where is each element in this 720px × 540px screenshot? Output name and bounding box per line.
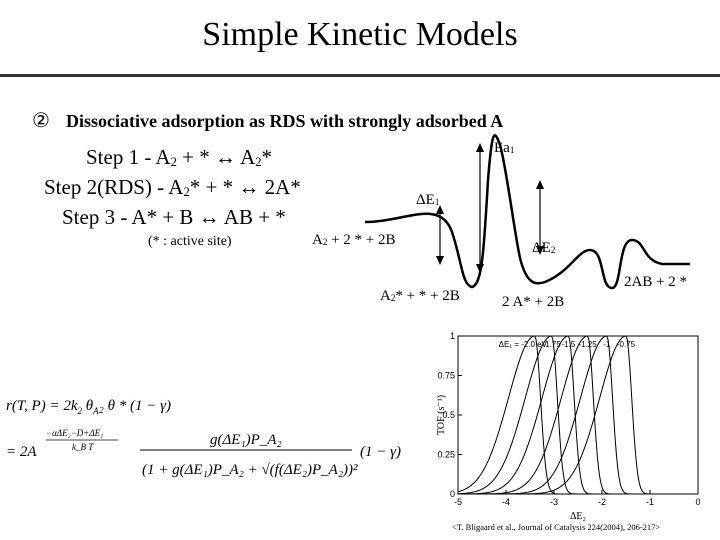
citation: <T. Bligaard et al., Journal of Catalysi…: [452, 522, 661, 532]
series-annotation: -1.75: [542, 340, 561, 349]
energy-curve: [364, 134, 690, 290]
energy-profile-diagram: [364, 134, 690, 290]
de2-arrow-head-bottom: [536, 246, 544, 255]
rate-equation: r(T, P) = 2k2 θA₂ θ * (1 − γ) = 2A −αΔE₂…: [6, 398, 401, 478]
tof-series-2: [458, 335, 698, 495]
delta-e1-label: ΔE1: [416, 192, 440, 208]
rate-eq-factor: (1 − γ): [360, 444, 401, 460]
x-tick-label: -5: [454, 497, 462, 507]
step-2-rds: Step 2(RDS) - A2* + * ↔ 2A*: [44, 175, 301, 199]
tof-series-3: [458, 335, 698, 495]
tof-chart: -5 -4 -3 -2 -1 000.250.50.751 ΔE₁ = -2.0 eV-1…: [436, 331, 701, 522]
delta-e2-label: ΔE2: [532, 240, 556, 256]
series-annotation: -1.25: [578, 340, 597, 349]
ea-arrow-head-top: [476, 143, 484, 152]
fraction-denominator: (1 + g(ΔE₁)P_A₂ + √(f(ΔE₂)P_A₂))²: [142, 462, 358, 478]
rate-eq-line2: = 2A: [6, 444, 37, 460]
section-subtitle: Dissociative adsorption as RDS with stro…: [66, 111, 504, 131]
step-3: Step 3 - A* + B ↔ AB + *: [62, 205, 286, 229]
de1-arrow-head-top: [436, 205, 444, 214]
state-initial-label: A2 + 2 * + 2B: [312, 232, 396, 248]
page-title: Simple Kinetic Models: [202, 16, 518, 53]
rate-eq-line1: r(T, P) = 2k2 θA₂ θ * (1 − γ): [6, 398, 171, 416]
ea-label: Ea1: [494, 140, 515, 156]
section-number: ②: [32, 110, 50, 132]
de1-arrow-head-bottom: [436, 256, 444, 265]
step-1: Step 1 - A2 + * ↔ A2*: [86, 145, 273, 169]
tof-series-6: [458, 335, 698, 495]
tof-series-4: [458, 335, 698, 495]
state-final-label: 2AB + 2 *: [624, 274, 688, 290]
y-axis-label: TOF (s⁻¹): [436, 395, 447, 435]
y-tick-label: 0: [450, 489, 455, 499]
series-annotation: -1: [603, 340, 611, 349]
de2-arrow-head-top: [536, 180, 544, 189]
y-tick-label: 0.75: [437, 371, 455, 381]
y-tick-label: 1: [450, 331, 455, 341]
x-tick-label: -1: [646, 497, 654, 507]
x-axis-label: ΔE₂: [570, 511, 586, 522]
series-annotation: ΔE₁ = -2.0 eV: [499, 340, 548, 349]
ea-arrow-head-bottom: [476, 264, 484, 273]
plot-frame: [457, 335, 699, 495]
title-divider: [0, 74, 720, 77]
tof-series-5: [458, 335, 698, 495]
series-annotation: -0.75: [617, 340, 636, 349]
x-tick-label: -2: [598, 497, 606, 507]
y-tick-label: 0.5: [442, 410, 455, 420]
tof-series-1: [457, 335, 698, 495]
state-dissociated-label: 2 A* + 2B: [502, 294, 565, 310]
rate-eq-exponent: −αΔE₂−D+ΔE₁: [46, 428, 103, 438]
x-tick-label: -4: [502, 497, 510, 507]
state-adsorbed-label: A2* + * + 2B: [380, 288, 460, 304]
active-site-note: (* : active site): [148, 234, 232, 249]
x-tick-label: -3: [550, 497, 558, 507]
x-tick-label: 0: [695, 497, 700, 507]
y-tick-label: 0.25: [437, 450, 455, 460]
exponent-denominator: k_B T: [72, 442, 94, 452]
fraction-numerator: g(ΔE₁)P_A₂: [210, 432, 282, 448]
series-annotation: -1.5: [562, 340, 576, 349]
